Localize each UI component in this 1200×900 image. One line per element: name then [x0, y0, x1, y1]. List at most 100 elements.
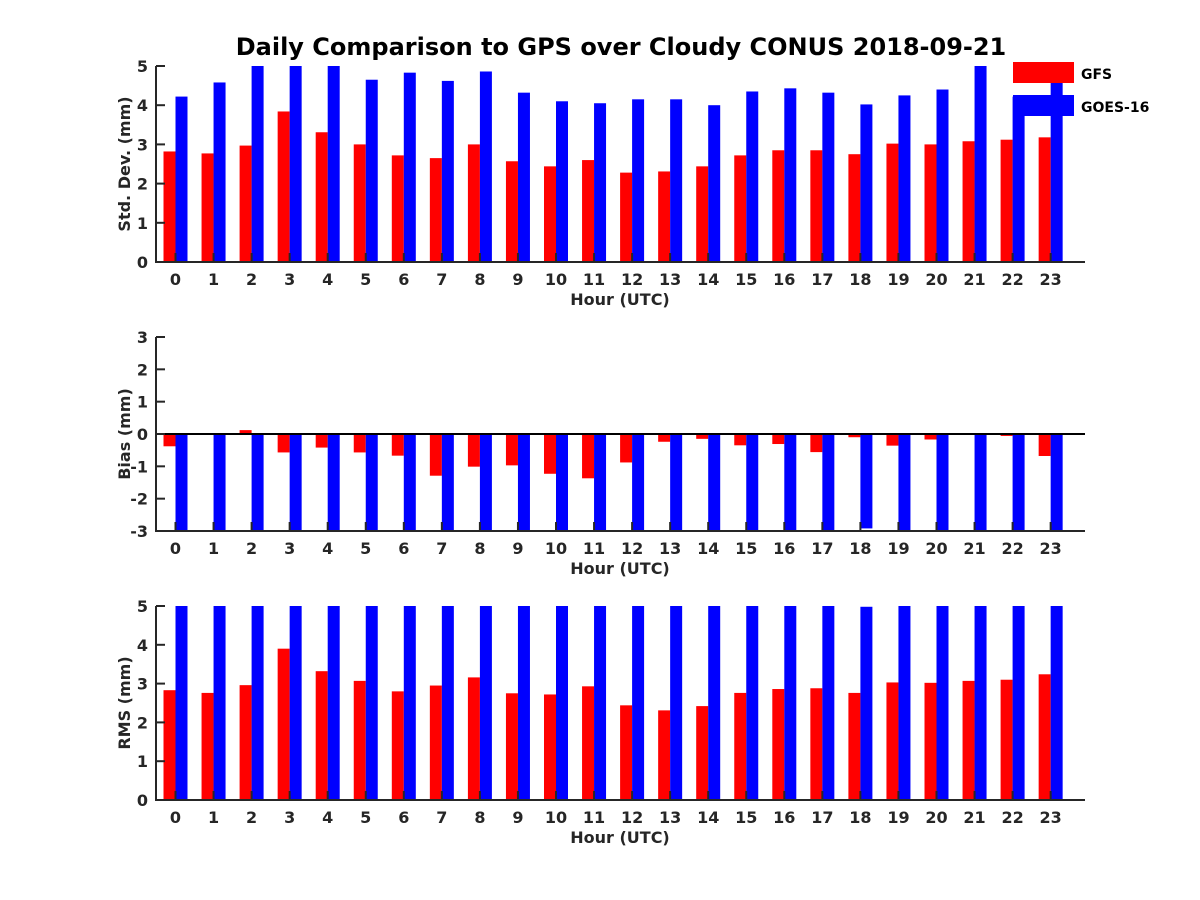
bar-goes16-p1-h3: [289, 66, 302, 262]
y-axis-label-p1: Std. Dev. (mm): [115, 96, 134, 231]
x-tick-label-p3: 11: [583, 808, 605, 827]
bar-goes16-p2-h21: [974, 434, 987, 531]
bar-goes16-p2-h20: [936, 434, 949, 531]
x-tick-label-p2: 19: [887, 539, 909, 558]
x-tick-label-p2: 1: [208, 539, 219, 558]
x-tick-label-p3: 1: [208, 808, 219, 827]
bar-gfs-p1-h14: [696, 166, 709, 262]
bar-gfs-p2-h12: [620, 434, 633, 463]
bar-gfs-p3-h15: [734, 692, 747, 800]
bar-goes16-p2-h6: [403, 434, 416, 531]
y-axis-label-p2: Bias (mm): [115, 388, 134, 480]
x-tick-label-p3: 15: [735, 808, 757, 827]
bar-goes16-p3-h10: [556, 606, 568, 800]
bar-goes16-p1-h4: [327, 66, 340, 262]
x-tick-label-p2: 8: [474, 539, 485, 558]
bar-gfs-p2-h4: [315, 434, 328, 448]
bar-goes16-p3-h1: [213, 606, 226, 800]
bar-gfs-p1-h23: [1038, 137, 1051, 262]
bar-gfs-p2-h23: [1038, 434, 1051, 456]
bar-gfs-p3-h10: [544, 694, 556, 800]
bar-gfs-p2-h0: [163, 434, 176, 447]
x-tick-label-p1: 2: [246, 270, 257, 289]
x-tick-label-p3: 5: [360, 808, 371, 827]
x-tick-label-p1: 23: [1040, 270, 1062, 289]
bar-goes16-p2-h16: [784, 434, 797, 531]
bar-gfs-p3-h12: [620, 705, 633, 800]
y-tick-label-p2: 3: [137, 328, 148, 347]
x-tick-label-p3: 10: [545, 808, 567, 827]
y-tick-label-p1: 2: [137, 175, 148, 194]
legend-label-gfs: GFS: [1081, 67, 1112, 83]
x-tick-label-p1: 12: [621, 270, 643, 289]
bar-goes16-p1-h1: [213, 82, 226, 263]
x-tick-label-p1: 14: [697, 270, 719, 289]
bar-goes16-p3-h2: [251, 606, 264, 800]
bar-goes16-p3-h22: [1012, 606, 1025, 800]
bar-goes16-p3-h14: [708, 606, 721, 800]
bar-goes16-p2-h3: [289, 434, 302, 531]
y-tick-label-p3: 3: [137, 675, 148, 694]
bar-gfs-p1-h11: [582, 160, 595, 262]
x-tick-label-p3: 3: [284, 808, 295, 827]
bar-goes16-p2-h13: [670, 434, 683, 531]
bar-gfs-p2-h2: [239, 430, 252, 434]
x-tick-label-p1: 18: [849, 270, 871, 289]
x-tick-label-p1: 7: [436, 270, 447, 289]
bar-goes16-p1-h5: [365, 79, 378, 262]
bar-goes16-p3-h0: [175, 606, 188, 800]
bar-goes16-p1-h8: [479, 71, 492, 263]
bar-gfs-p1-h1: [201, 153, 214, 262]
bar-gfs-p1-h16: [772, 150, 785, 262]
bar-gfs-p2-h9: [505, 434, 518, 466]
bar-gfs-p1-h5: [353, 144, 366, 262]
x-tick-label-p2: 10: [545, 539, 567, 558]
bar-goes16-p2-h1: [213, 434, 226, 531]
bar-goes16-p1-h19: [898, 95, 911, 263]
y-tick-label-p1: 5: [137, 57, 148, 76]
x-tick-label-p1: 13: [659, 270, 681, 289]
x-tick-label-p2: 22: [1001, 539, 1023, 558]
bar-gfs-p3-h7: [429, 685, 442, 800]
y-tick-label-p3: 2: [137, 713, 148, 732]
bar-gfs-p1-h3: [277, 111, 290, 262]
bar-goes16-p3-h4: [327, 606, 340, 800]
bar-gfs-p1-h12: [620, 172, 633, 262]
x-tick-label-p3: 12: [621, 808, 643, 827]
bar-goes16-p1-h20: [936, 89, 949, 263]
bar-gfs-p3-h20: [924, 682, 937, 800]
x-tick-label-p3: 7: [436, 808, 447, 827]
legend-label-goes16: GOES-16: [1081, 100, 1149, 116]
bar-goes16-p2-h5: [365, 434, 378, 531]
x-axis-label-p2: Hour (UTC): [570, 559, 670, 578]
x-tick-label-p3: 21: [963, 808, 985, 827]
y-tick-label-p1: 0: [137, 253, 148, 272]
x-tick-label-p2: 6: [398, 539, 409, 558]
bar-goes16-p2-h0: [175, 434, 188, 531]
bar-gfs-p1-h7: [429, 158, 442, 262]
bar-gfs-p3-h5: [353, 680, 366, 800]
x-tick-label-p3: 13: [659, 808, 681, 827]
bar-goes16-p1-h2: [251, 66, 264, 262]
bar-goes16-p1-h12: [632, 99, 645, 262]
x-axis-label-p1: Hour (UTC): [570, 290, 670, 309]
x-tick-label-p3: 23: [1040, 808, 1062, 827]
y-tick-label-p3: 0: [137, 791, 148, 810]
x-tick-label-p3: 9: [512, 808, 523, 827]
x-tick-label-p1: 5: [360, 270, 371, 289]
x-tick-label-p2: 5: [360, 539, 371, 558]
x-tick-label-p1: 3: [284, 270, 295, 289]
y-tick-label-p3: 4: [137, 636, 148, 655]
bar-gfs-p2-h10: [544, 434, 556, 474]
bar-goes16-p1-h6: [403, 72, 416, 262]
x-axis-label-p3: Hour (UTC): [570, 828, 670, 847]
bar-goes16-p2-h18: [860, 434, 873, 529]
y-tick-label-p1: 1: [137, 214, 148, 233]
bar-goes16-p3-h3: [289, 606, 302, 800]
x-tick-label-p1: 19: [887, 270, 909, 289]
bar-goes16-p2-h2: [251, 434, 264, 531]
legend-swatch-gfs: [1013, 62, 1074, 83]
bar-goes16-p3-h8: [479, 606, 492, 800]
bar-goes16-p1-h0: [175, 96, 188, 262]
